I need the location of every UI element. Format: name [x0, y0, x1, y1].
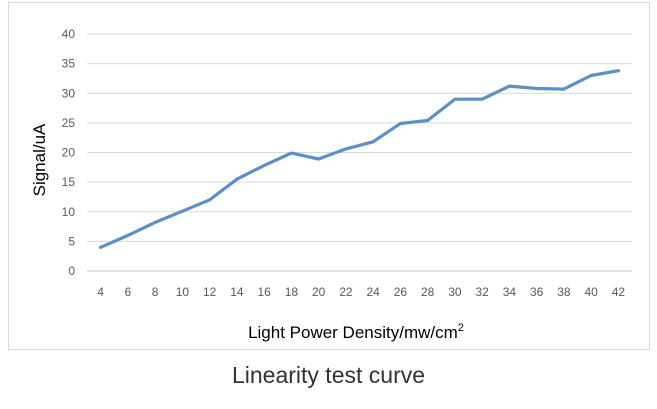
x-tick-label: 40 [584, 285, 598, 299]
data-point [126, 233, 130, 237]
data-point [453, 97, 457, 101]
y-tick-label: 25 [62, 116, 76, 130]
data-point [562, 87, 566, 91]
y-tick-label: 35 [62, 57, 76, 71]
data-point [99, 245, 103, 249]
y-tick-label: 30 [62, 86, 76, 100]
x-tick-label: 38 [557, 285, 571, 299]
x-tick-label: 16 [257, 285, 271, 299]
data-point [535, 87, 539, 91]
x-axis-ticks: 4 6 8 10 12 14 16 18 20 22 24 26 28 30 32 34 36 38 40 42 [97, 285, 625, 299]
x-tick-label: 10 [176, 285, 190, 299]
data-point [371, 140, 375, 144]
x-tick-label: 26 [394, 285, 408, 299]
y-tick-label: 15 [62, 175, 76, 189]
figure-caption: Linearity test curve [231, 362, 426, 388]
series-group [98, 69, 621, 249]
x-tick-label: 42 [612, 285, 626, 299]
y-tick-label: 5 [68, 234, 75, 248]
x-tick-label: 32 [475, 285, 489, 299]
x-tick-label: 14 [230, 285, 244, 299]
x-tick-label: 6 [125, 285, 132, 299]
data-point [180, 209, 184, 213]
data-point [507, 84, 511, 88]
data-point [208, 198, 212, 202]
x-axis-title-text: Light Power Density/mw/cm [248, 323, 458, 342]
y-tick-label: 20 [62, 146, 76, 160]
y-axis-ticks: 0 5 10 15 20 25 30 35 40 [62, 27, 76, 278]
x-axis-title: Light Power Density/mw/cm2 [248, 322, 464, 342]
x-tick-label: 22 [339, 285, 353, 299]
x-tick-label: 24 [366, 285, 380, 299]
y-axis-title: Signal/uA [30, 123, 49, 196]
line-chart: 0 5 10 15 20 25 30 35 40 4 6 8 10 12 14 16 18 20 22 24 26 28… [30, 27, 632, 342]
grid-lines [87, 33, 632, 272]
y-tick-label: 0 [68, 264, 75, 278]
data-point [317, 157, 321, 161]
x-tick-label: 36 [530, 285, 544, 299]
data-point [480, 97, 484, 101]
data-point [289, 151, 293, 155]
data-point [589, 73, 593, 77]
data-point [616, 69, 620, 73]
x-tick-label: 28 [421, 285, 435, 299]
x-tick-label: 12 [203, 285, 217, 299]
x-tick-label: 20 [312, 285, 326, 299]
x-tick-label: 18 [285, 285, 299, 299]
x-axis-title-superscript: 2 [458, 322, 464, 334]
x-tick-label: 30 [448, 285, 462, 299]
x-tick-label: 4 [97, 285, 104, 299]
data-point [426, 119, 430, 123]
data-point [235, 177, 239, 181]
series-line [98, 69, 621, 249]
y-tick-label: 40 [62, 27, 76, 41]
data-point [153, 220, 157, 224]
data-point [262, 164, 266, 168]
x-tick-label: 8 [152, 285, 159, 299]
y-tick-label: 10 [62, 205, 76, 219]
x-tick-label: 34 [503, 285, 517, 299]
data-point [344, 147, 348, 151]
chart-frame [8, 2, 650, 350]
data-point [398, 121, 402, 125]
